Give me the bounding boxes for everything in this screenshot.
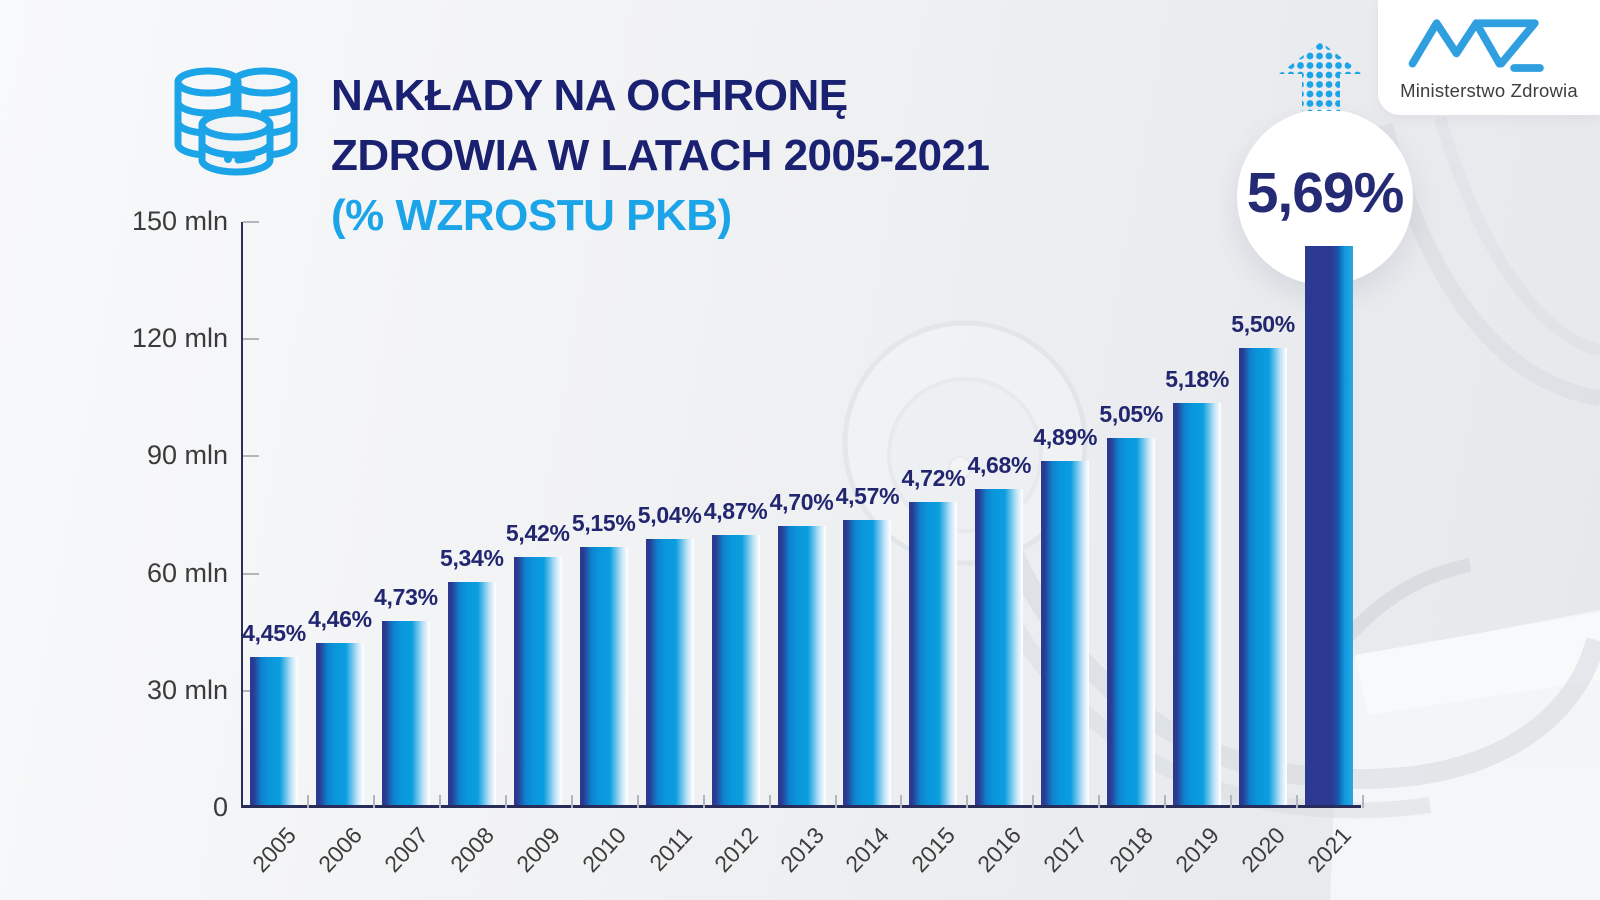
bar-value-label: 5,05% xyxy=(1099,401,1164,427)
y-axis-label: 0 xyxy=(212,792,228,822)
page-subtitle: (% WZROSTU PKB) xyxy=(331,191,732,240)
y-axis-label: 120 mln xyxy=(131,323,228,354)
x-axis-tick xyxy=(570,795,573,808)
bar-2015 xyxy=(909,502,958,805)
bar-2014 xyxy=(843,520,892,805)
x-axis-tick xyxy=(636,795,639,808)
bar-2021 xyxy=(1305,246,1354,805)
bar-value-label: 5,15% xyxy=(571,510,636,536)
bar-2019 xyxy=(1173,403,1222,805)
bar-value-label: 5,04% xyxy=(637,502,702,528)
x-axis-tick xyxy=(768,795,771,808)
highlight-value: 5,69% xyxy=(1246,161,1405,225)
bar-value-label: 4,72% xyxy=(901,465,966,491)
x-axis-tick xyxy=(1098,795,1101,808)
bar-value-label: 5,50% xyxy=(1231,311,1295,337)
bar-2007 xyxy=(381,621,430,805)
bar-2005 xyxy=(250,657,298,805)
x-axis-tick xyxy=(1230,795,1233,808)
x-axis-tick xyxy=(1362,795,1365,808)
bar-value-label: 4,57% xyxy=(835,483,900,509)
y-axis-tick xyxy=(243,221,259,223)
page-title-line1: NAKŁADY NA OCHRONĘ xyxy=(331,71,848,120)
plot-area: 0 30 mln 60 mln 90 mln 120 mln 150 mln 4,45% 20… xyxy=(132,206,1365,877)
bar-value-label: 4,45% xyxy=(242,620,306,646)
y-axis-label: 60 mln xyxy=(146,557,228,588)
y-axis-tick xyxy=(243,338,259,341)
bar-2017 xyxy=(1041,461,1090,805)
bar-2010 xyxy=(579,547,628,805)
bar-2012 xyxy=(711,535,760,805)
x-axis-tick xyxy=(1164,795,1167,808)
growth-arrow-icon xyxy=(1279,42,1363,111)
x-axis-tick xyxy=(966,795,969,808)
ministry-logo-card: Ministerstwo Zdrowia xyxy=(1378,0,1600,115)
bar-value-label: 4,89% xyxy=(1033,424,1098,450)
y-axis-tick xyxy=(243,455,259,458)
bar-value-label: 4,46% xyxy=(308,606,372,632)
bar-2011 xyxy=(645,539,694,805)
bar-2018 xyxy=(1107,438,1156,805)
page-title-line2: ZDROWIA W LATACH 2005-2021 xyxy=(331,131,990,180)
x-axis-tick xyxy=(372,795,375,808)
bar-2009 xyxy=(513,557,562,805)
bar-2008 xyxy=(447,582,496,805)
y-axis-tick xyxy=(243,572,259,575)
bar-value-label: 5,34% xyxy=(439,545,504,571)
bar-value-label: 4,68% xyxy=(967,452,1032,478)
x-axis-tick xyxy=(438,795,441,808)
bar-value-label: 4,73% xyxy=(374,584,438,610)
y-axis-label: 30 mln xyxy=(146,674,228,705)
page-title: NAKŁADY NA OCHRONĘ ZDROWIA W LATACH 2005… xyxy=(331,66,990,246)
x-axis-tick xyxy=(834,795,837,808)
bar-value-label: 4,87% xyxy=(703,498,768,524)
coins-icon xyxy=(174,67,298,176)
bar-value-label: 5,42% xyxy=(505,520,570,546)
bar-2016 xyxy=(975,489,1024,805)
x-axis-tick xyxy=(1296,795,1299,808)
x-axis-tick xyxy=(504,795,507,808)
x-axis-tick xyxy=(1032,795,1035,808)
x-axis-tick xyxy=(307,795,309,808)
y-axis-label: 90 mln xyxy=(146,440,228,471)
mz-logo-icon xyxy=(1408,19,1544,72)
x-axis-tick xyxy=(900,795,903,808)
bar-value-label: 5,18% xyxy=(1165,366,1230,392)
bar-2020 xyxy=(1239,348,1288,805)
x-axis-tick xyxy=(702,795,705,808)
mz-logo-text: Ministerstwo Zdrowia xyxy=(1400,80,1578,101)
bar-2013 xyxy=(777,526,826,805)
bar-value-label: 4,70% xyxy=(769,489,834,515)
bar-2006 xyxy=(315,643,364,805)
y-axis-label: 150 mln xyxy=(131,206,228,236)
